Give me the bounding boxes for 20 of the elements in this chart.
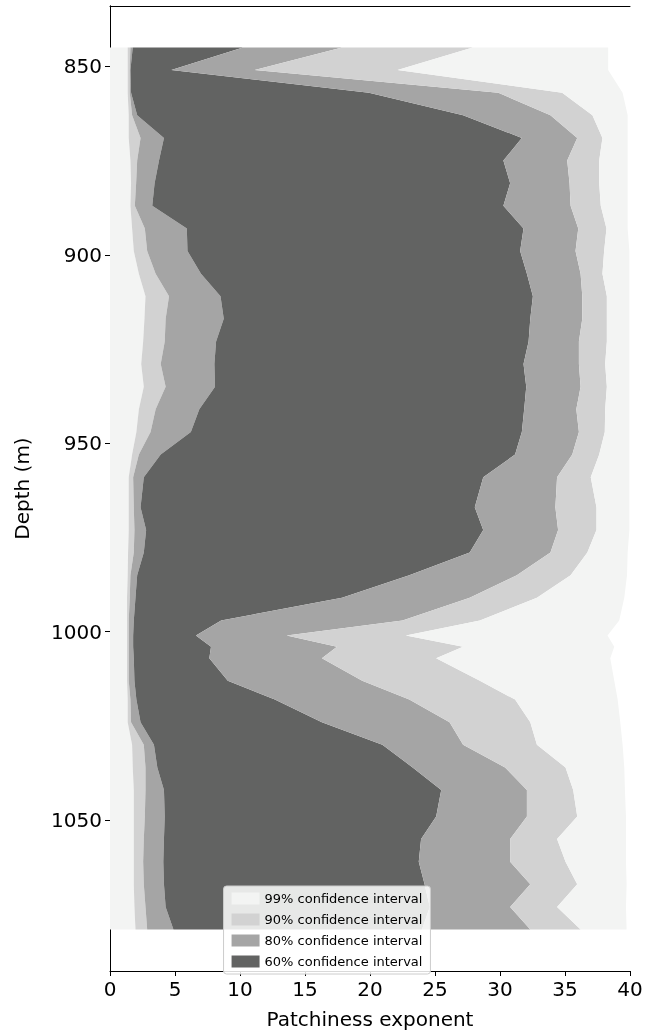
legend-label: 99% confidence interval — [264, 891, 423, 906]
x-tick-label: 5 — [168, 977, 182, 1001]
x-tick-label: 15 — [292, 977, 318, 1001]
x-tick-label: 20 — [357, 977, 383, 1001]
y-axis-title: Depth (m) — [10, 437, 34, 540]
x-tick-label: 25 — [422, 977, 448, 1001]
legend-label: 80% confidence interval — [264, 933, 423, 948]
x-tick-label: 40 — [617, 977, 643, 1001]
x-tick-label: 30 — [487, 977, 513, 1001]
x-tick-label: 35 — [552, 977, 578, 1001]
y-tick-label: 850 — [63, 54, 102, 79]
y-tick-label: 950 — [63, 431, 102, 456]
x-axis-title: Patchiness exponent — [266, 1007, 474, 1031]
x-tick-label: 0 — [103, 977, 117, 1001]
legend-label: 90% confidence interval — [264, 912, 423, 927]
y-tick-label: 1050 — [51, 808, 102, 833]
legend-label: 60% confidence interval — [264, 954, 423, 969]
y-tick-label: 1000 — [51, 619, 102, 644]
x-tick-label: 10 — [227, 977, 253, 1001]
y-tick-label: 900 — [63, 242, 102, 267]
